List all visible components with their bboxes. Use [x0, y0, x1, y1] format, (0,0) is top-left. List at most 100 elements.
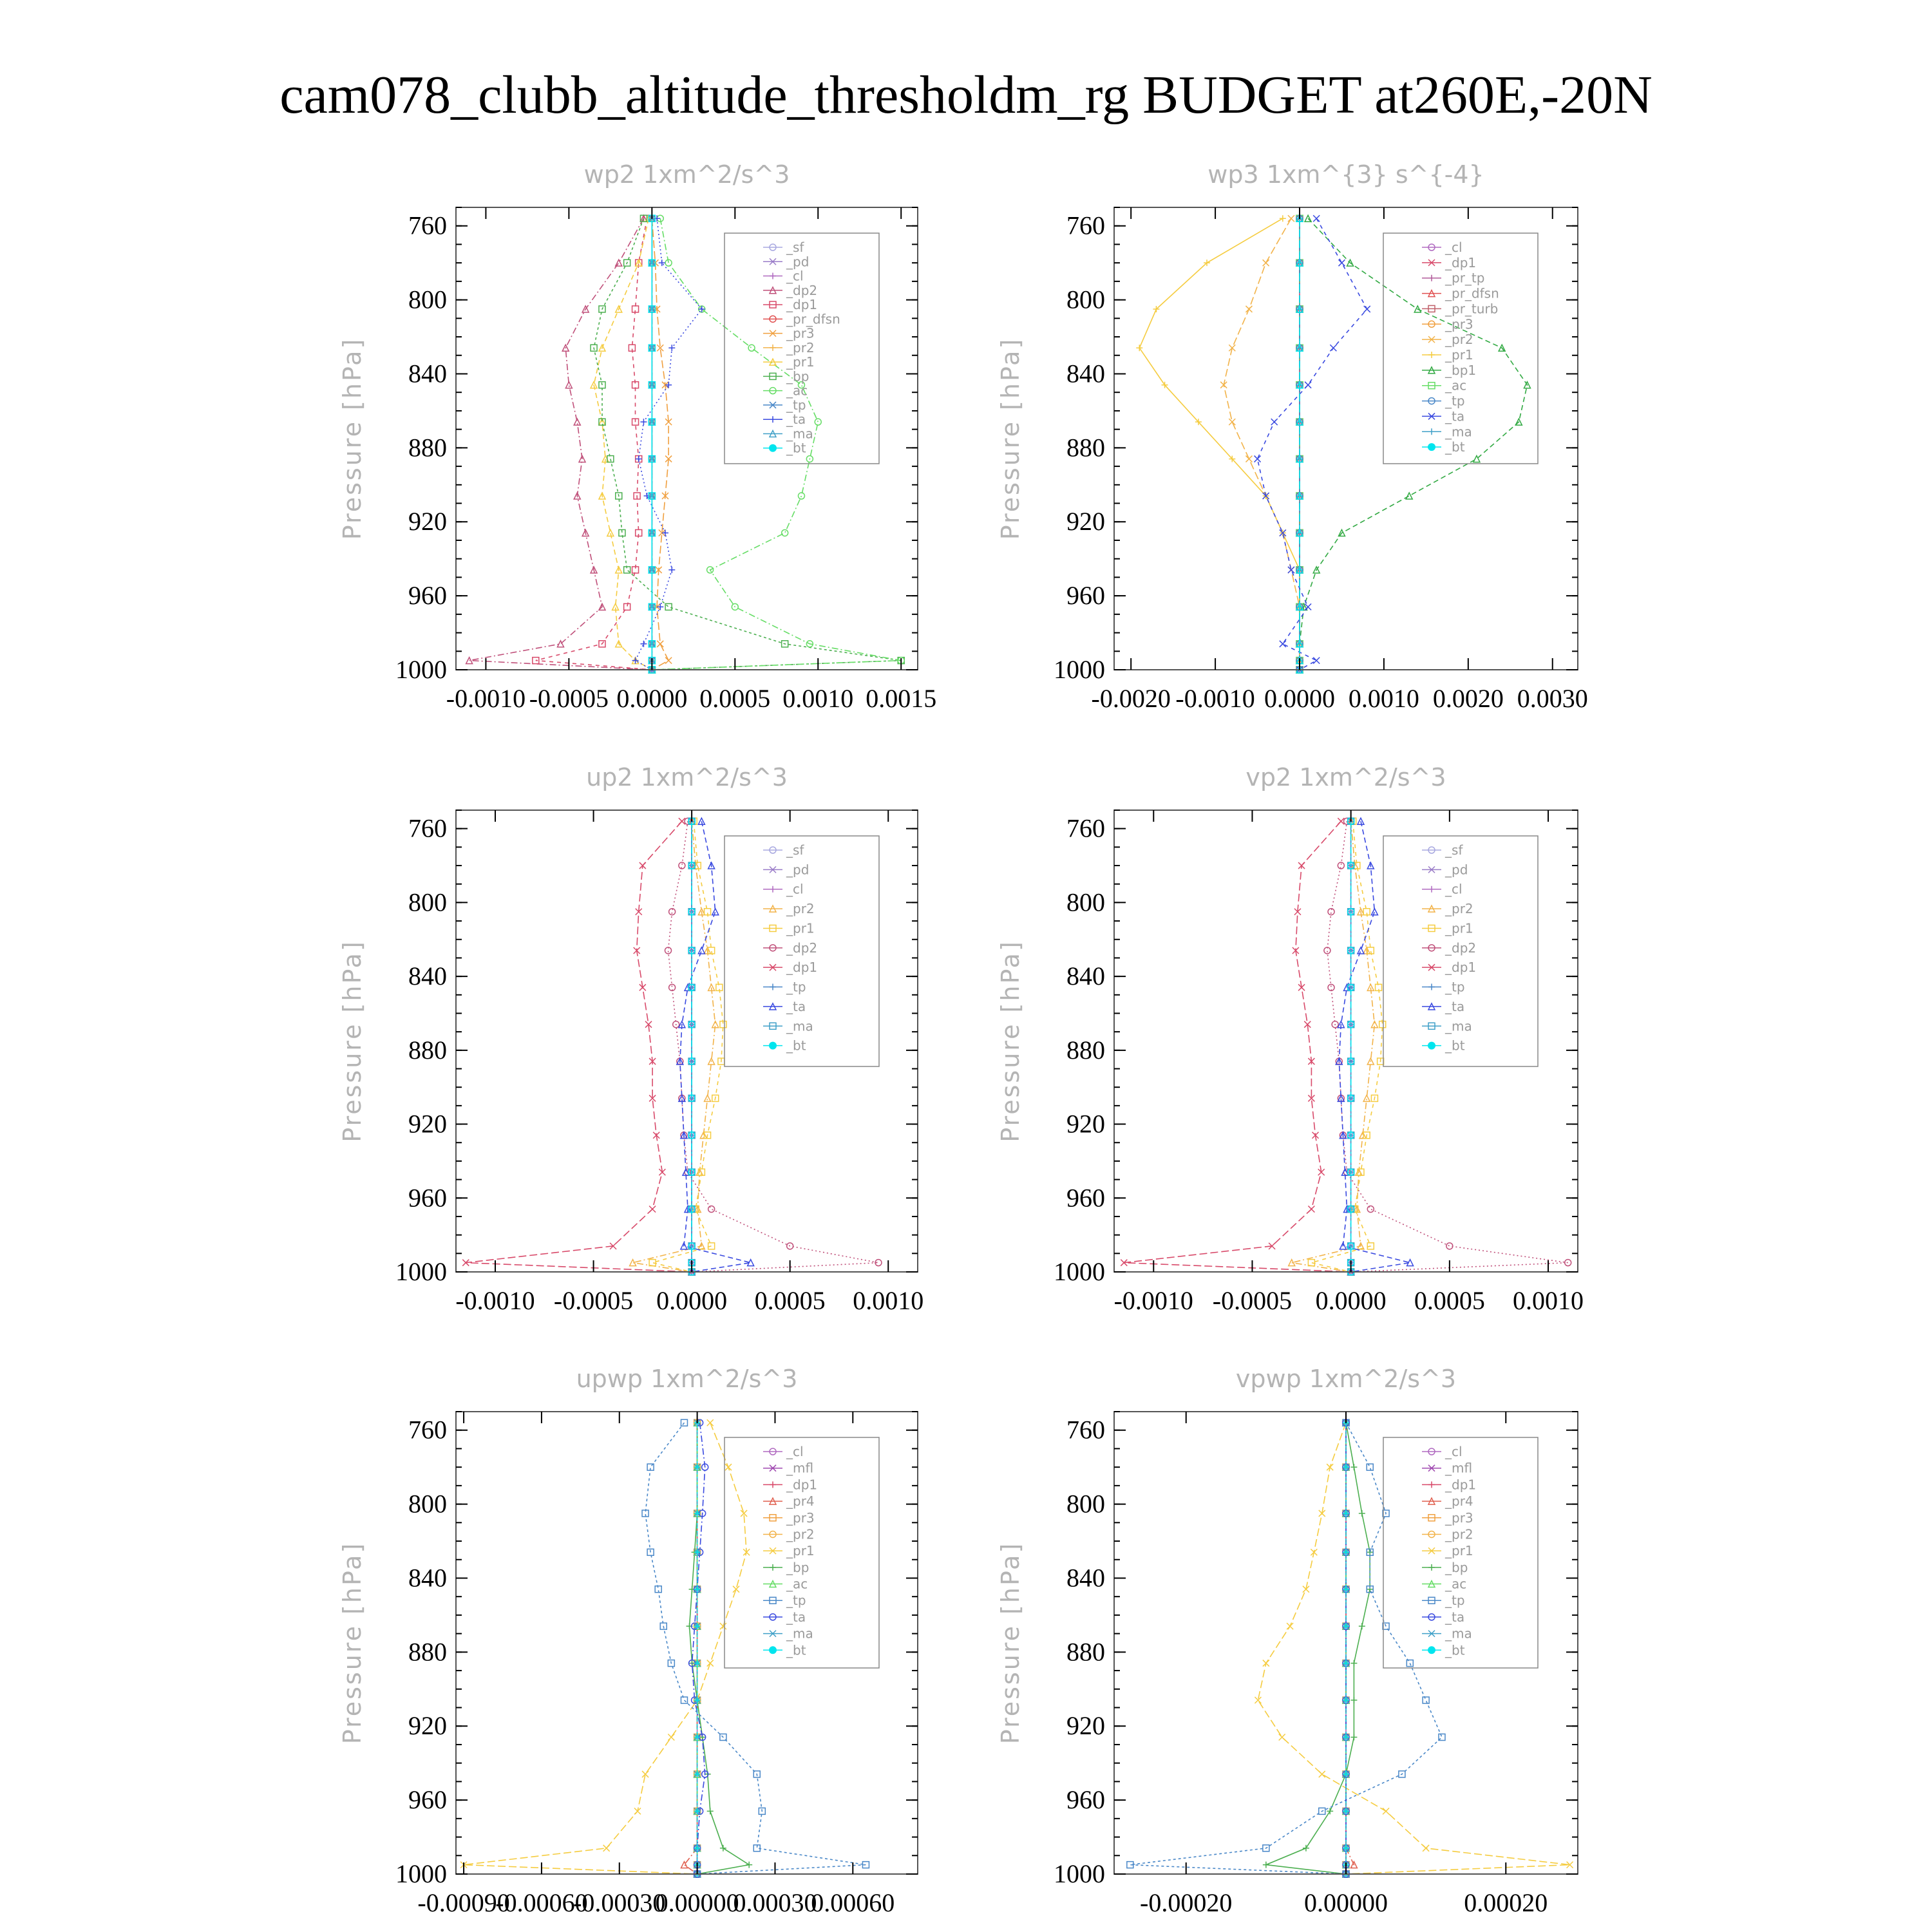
legend-label: _cl [1444, 240, 1463, 255]
legend-marker [1428, 1041, 1435, 1050]
series-line [652, 218, 902, 670]
data-point [1298, 862, 1305, 869]
legend-marker [769, 444, 777, 452]
x-tick-label: -0.00030 [573, 1888, 665, 1917]
legend-label: _pr4 [1444, 1493, 1473, 1509]
legend-marker [1428, 1596, 1435, 1604]
series-group [1126, 1418, 1574, 1878]
data-point [611, 602, 620, 611]
data-point [1302, 1586, 1310, 1593]
data-point [1398, 1770, 1406, 1778]
data-point [1378, 1020, 1387, 1028]
legend-label: _bp [786, 368, 809, 384]
data-point [703, 1094, 712, 1103]
x-tick-label: -0.0010 [455, 1286, 535, 1315]
data-point [1337, 1094, 1345, 1103]
plot-frame [1113, 207, 1578, 670]
legend-marker [769, 401, 777, 409]
legend-label: _tp [786, 397, 806, 413]
y-tick-label: 960 [1066, 1785, 1105, 1814]
legend-label: _ma [1444, 1018, 1472, 1034]
legend-label: _pr2 [786, 1526, 815, 1542]
legend-marker [769, 1646, 777, 1654]
data-point [1515, 417, 1523, 426]
series-group [1136, 214, 1531, 674]
data-point [589, 381, 598, 389]
data-point [1331, 1020, 1339, 1028]
x-tick-label: -0.0005 [554, 1286, 633, 1315]
x-tick-label: 0.0030 [1517, 684, 1588, 713]
legend-label: _ma [1444, 424, 1472, 439]
legend-label: _pr2 [1444, 1526, 1473, 1542]
data-point [678, 817, 686, 825]
data-point [1346, 258, 1354, 267]
data-point [1362, 946, 1371, 954]
data-point [1303, 214, 1312, 222]
data-point [1343, 1734, 1349, 1741]
legend-box [724, 1437, 880, 1669]
data-point [1343, 1770, 1349, 1777]
y-tick-label: 840 [1066, 961, 1105, 990]
data-point [1310, 1548, 1318, 1556]
series-line [1311, 821, 1383, 1273]
data-point [1204, 260, 1210, 267]
legend-marker [1428, 1481, 1435, 1488]
legend-label: _bt [1444, 1038, 1465, 1054]
legend-label: _pr_dfsn [1444, 286, 1499, 301]
y-tick-label: 800 [408, 285, 447, 314]
y-tick-label: 920 [408, 1711, 447, 1740]
data-point [1337, 862, 1345, 869]
y-tick-label: 960 [408, 581, 447, 610]
legend-marker [1428, 1022, 1435, 1030]
data-point [665, 657, 672, 665]
data-point [648, 529, 656, 537]
data-point [603, 1844, 611, 1852]
legend-marker [1428, 381, 1435, 390]
data-point [707, 861, 715, 869]
y-axis-label: Pressure [hPa] [996, 337, 1025, 540]
data-point [688, 1168, 696, 1176]
legend-label: _mfl [786, 1461, 813, 1476]
data-point [753, 1770, 761, 1778]
legend: _sf _pd _cl _pr2 _pr1 _dp2 _dp1 _tp _ta _ma _bt [1383, 835, 1539, 1067]
data-point [1329, 344, 1337, 352]
data-point [1362, 1094, 1371, 1103]
y-tick-label: 880 [1066, 1637, 1105, 1666]
legend-marker [770, 1564, 776, 1571]
x-tick-label: 0.00000 [656, 1888, 739, 1917]
data-point [1347, 1057, 1355, 1065]
legend-label: _ac [1444, 1577, 1466, 1592]
data-point [1356, 817, 1365, 825]
legend-marker [1428, 866, 1435, 873]
data-point [694, 1844, 701, 1852]
series-line [466, 820, 692, 1273]
data-point [648, 492, 656, 500]
data-point [1343, 1697, 1349, 1704]
legend-label: _bt [1444, 1642, 1465, 1658]
legend-marker [1427, 1002, 1436, 1010]
legend-label: _dp1 [786, 297, 817, 312]
data-point [1262, 492, 1270, 500]
legend-marker [1428, 983, 1435, 990]
data-point [677, 1094, 687, 1103]
legend-marker [769, 1630, 777, 1638]
x-tick-label: -0.00020 [1140, 1888, 1232, 1917]
data-point [677, 1020, 687, 1028]
legend-label: _ma [786, 1626, 813, 1642]
series-line [1345, 1423, 1355, 1875]
data-point [1229, 455, 1236, 462]
legend-label: _dp2 [786, 283, 817, 298]
panel-title: vpwp 1xm^2/s^3 [1236, 1365, 1456, 1393]
data-point [697, 1168, 706, 1176]
legend-marker [1428, 1547, 1435, 1555]
legend-marker [1428, 944, 1435, 952]
y-tick-label: 800 [1066, 887, 1105, 916]
data-point [1446, 1242, 1454, 1250]
data-point [719, 1622, 727, 1630]
legend-marker [770, 416, 776, 423]
data-point [746, 1861, 753, 1868]
data-point [1366, 1585, 1374, 1593]
y-tick-label: 800 [408, 887, 447, 916]
data-point [753, 1844, 761, 1852]
legend-marker [769, 243, 777, 251]
